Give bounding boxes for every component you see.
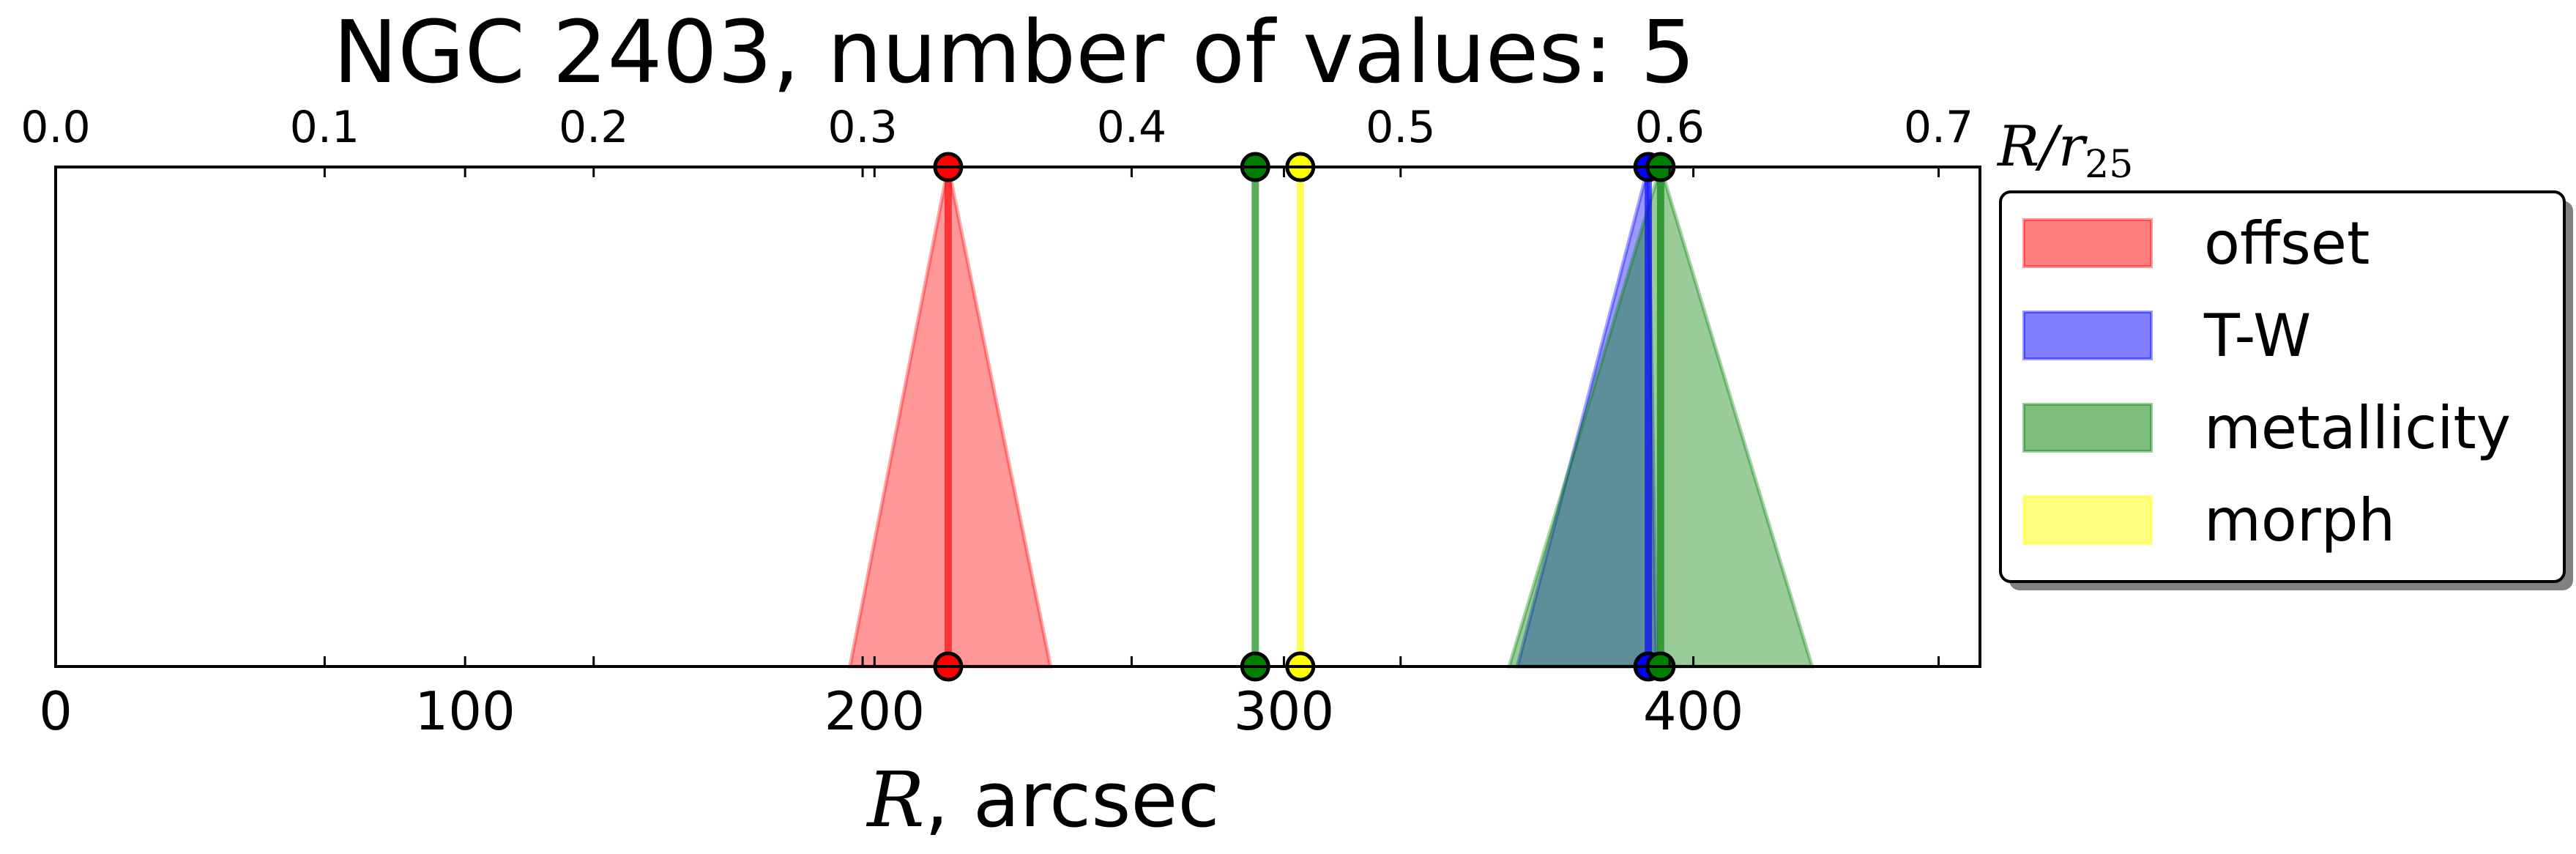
legend-label-morph: morph bbox=[2204, 486, 2395, 554]
legend-label-T-W: T-W bbox=[2203, 302, 2311, 370]
top-tick-label-0: 0.0 bbox=[21, 102, 90, 153]
top-axis: 0.0 0.1 0.2 0.3 0.4 0.5 0.6 0.7 bbox=[21, 102, 1973, 667]
top-tick-label-3: 0.3 bbox=[827, 102, 897, 153]
x-tick-label-1: 100 bbox=[414, 680, 515, 742]
chart-title: NGC 2403, number of values: 5 bbox=[333, 1, 1695, 103]
top-tick-label-7: 0.7 bbox=[1904, 102, 1973, 153]
top-axis-label: R/r25 bbox=[1996, 114, 2133, 187]
legend-swatch-metallicity bbox=[2022, 403, 2153, 453]
top-tick-label-4: 0.4 bbox=[1097, 102, 1166, 153]
top-tick-label-1: 0.1 bbox=[290, 102, 360, 153]
top-tick-label-6: 0.6 bbox=[1634, 102, 1704, 153]
top-axis-label-sub: 25 bbox=[2085, 143, 2133, 187]
legend-box bbox=[1999, 190, 2566, 583]
top-axis-label-base: R/r bbox=[1996, 114, 2088, 179]
legend: offset T-W metallicity morph bbox=[1999, 190, 2573, 590]
legend-swatch-offset bbox=[2022, 218, 2153, 268]
x-tick-label-0: 0 bbox=[39, 680, 72, 742]
top-tick-label-5: 0.5 bbox=[1366, 102, 1435, 153]
legend-label-metallicity: metallicity bbox=[2204, 394, 2511, 462]
top-tick-label-2: 0.2 bbox=[559, 102, 628, 153]
bottom-axis: 0 100 200 300 400 bbox=[39, 167, 1743, 742]
x-axis-label-unit: , arcsec bbox=[925, 755, 1220, 844]
plot-marks bbox=[847, 152, 1815, 682]
x-axis-label-var: R bbox=[866, 755, 924, 844]
x-tick-label-3: 300 bbox=[1234, 680, 1334, 742]
legend-swatch-morph bbox=[2022, 495, 2153, 545]
x-axis-label: R, arcsec bbox=[866, 755, 1219, 844]
x-tick-label-4: 400 bbox=[1643, 680, 1743, 742]
legend-label-offset: offset bbox=[2204, 209, 2370, 278]
x-tick-label-2: 200 bbox=[824, 680, 925, 742]
plot-frame bbox=[54, 166, 1981, 668]
legend-swatch-T-W bbox=[2022, 311, 2153, 360]
